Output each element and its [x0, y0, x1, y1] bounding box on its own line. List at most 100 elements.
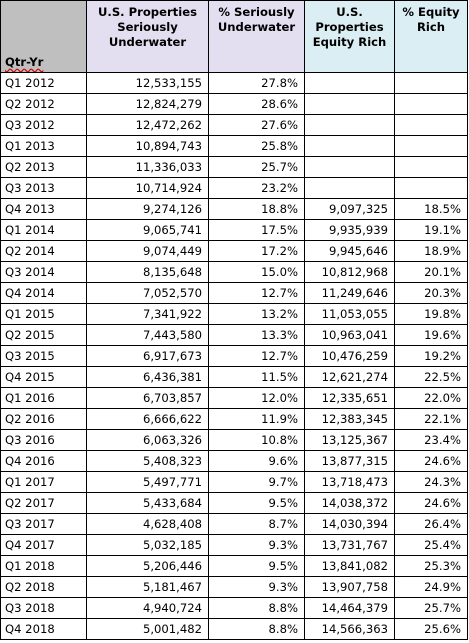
cell-qtr-yr: Q3 2016 — [0, 429, 87, 451]
cell-us-seriously-underwater: 5,032,185 — [86, 534, 209, 556]
header-qtr-yr: Qtr-Yr — [0, 0, 87, 73]
cell-qtr-yr: Q3 2012 — [0, 114, 87, 136]
cell-pct-seriously-underwater: 9.3% — [208, 576, 305, 598]
table-row: Q1 2016 6,703,857 12.0% 12,335,651 22.0% — [0, 387, 468, 409]
cell-pct-equity-rich: 24.6% — [394, 450, 468, 472]
table-row: Q1 2017 5,497,771 9.7% 13,718,473 24.3% — [0, 471, 468, 493]
cell-pct-equity-rich: 24.3% — [394, 471, 468, 493]
cell-us-equity-rich: 11,053,055 — [304, 303, 395, 325]
cell-pct-seriously-underwater: 8.8% — [208, 597, 305, 619]
cell-us-seriously-underwater: 8,135,648 — [86, 261, 209, 283]
cell-us-equity-rich — [304, 156, 395, 178]
header-us-equity-rich: U.S. Properties Equity Rich — [304, 0, 395, 73]
cell-pct-equity-rich — [394, 135, 468, 157]
cell-us-equity-rich: 12,621,274 — [304, 366, 395, 388]
header-qtr-yr-label: Qtr-Yr — [5, 55, 44, 69]
cell-qtr-yr: Q3 2018 — [0, 597, 87, 619]
cell-us-seriously-underwater: 12,533,155 — [86, 72, 209, 94]
cell-pct-seriously-underwater: 11.5% — [208, 366, 305, 388]
cell-pct-equity-rich: 25.3% — [394, 555, 468, 577]
table-row: Q3 2018 4,940,724 8.8% 14,464,379 25.7% — [0, 597, 468, 619]
cell-qtr-yr: Q1 2013 — [0, 135, 87, 157]
cell-qtr-yr: Q2 2017 — [0, 492, 87, 514]
cell-qtr-yr: Q3 2013 — [0, 177, 87, 199]
cell-qtr-yr: Q3 2017 — [0, 513, 87, 535]
cell-pct-seriously-underwater: 18.8% — [208, 198, 305, 220]
cell-pct-equity-rich: 22.5% — [394, 366, 468, 388]
cell-qtr-yr: Q1 2016 — [0, 387, 87, 409]
cell-us-equity-rich: 12,335,651 — [304, 387, 395, 409]
cell-pct-equity-rich: 19.6% — [394, 324, 468, 346]
cell-us-seriously-underwater: 7,443,580 — [86, 324, 209, 346]
cell-qtr-yr: Q1 2015 — [0, 303, 87, 325]
table-row: Q2 2017 5,433,684 9.5% 14,038,372 24.6% — [0, 492, 468, 514]
cell-qtr-yr: Q2 2018 — [0, 576, 87, 598]
cell-qtr-yr: Q1 2012 — [0, 72, 87, 94]
cell-qtr-yr: Q1 2018 — [0, 555, 87, 577]
cell-pct-equity-rich: 18.9% — [394, 240, 468, 262]
cell-pct-seriously-underwater: 9.7% — [208, 471, 305, 493]
cell-pct-equity-rich — [394, 156, 468, 178]
cell-pct-seriously-underwater: 27.8% — [208, 72, 305, 94]
cell-us-equity-rich — [304, 72, 395, 94]
table-row: Q4 2016 5,408,323 9.6% 13,877,315 24.6% — [0, 450, 468, 472]
table-row: Q4 2018 5,001,482 8.8% 14,566,363 25.6% — [0, 618, 468, 640]
cell-pct-seriously-underwater: 13.2% — [208, 303, 305, 325]
cell-us-equity-rich: 13,841,082 — [304, 555, 395, 577]
cell-pct-seriously-underwater: 13.3% — [208, 324, 305, 346]
cell-pct-seriously-underwater: 15.0% — [208, 261, 305, 283]
cell-us-seriously-underwater: 4,628,408 — [86, 513, 209, 535]
cell-pct-equity-rich: 20.3% — [394, 282, 468, 304]
cell-pct-seriously-underwater: 9.3% — [208, 534, 305, 556]
cell-us-seriously-underwater: 12,472,262 — [86, 114, 209, 136]
table-row: Q3 2013 10,714,924 23.2% — [0, 177, 468, 199]
cell-pct-equity-rich: 19.8% — [394, 303, 468, 325]
cell-pct-equity-rich — [394, 114, 468, 136]
cell-pct-equity-rich: 23.4% — [394, 429, 468, 451]
table-row: Q1 2012 12,533,155 27.8% — [0, 72, 468, 94]
cell-us-equity-rich: 11,249,646 — [304, 282, 395, 304]
table-row: Q2 2016 6,666,622 11.9% 12,383,345 22.1% — [0, 408, 468, 430]
cell-pct-equity-rich: 24.6% — [394, 492, 468, 514]
cell-qtr-yr: Q1 2014 — [0, 219, 87, 241]
cell-us-seriously-underwater: 6,436,381 — [86, 366, 209, 388]
cell-us-seriously-underwater: 5,433,684 — [86, 492, 209, 514]
cell-pct-seriously-underwater: 12.7% — [208, 282, 305, 304]
cell-us-seriously-underwater: 5,408,323 — [86, 450, 209, 472]
table-row: Q1 2015 7,341,922 13.2% 11,053,055 19.8% — [0, 303, 468, 325]
table-row: Q1 2014 9,065,741 17.5% 9,935,939 19.1% — [0, 219, 468, 241]
cell-us-seriously-underwater: 4,940,724 — [86, 597, 209, 619]
cell-us-equity-rich: 10,812,968 — [304, 261, 395, 283]
cell-us-equity-rich: 13,718,473 — [304, 471, 395, 493]
cell-pct-equity-rich: 24.9% — [394, 576, 468, 598]
cell-us-seriously-underwater: 6,917,673 — [86, 345, 209, 367]
cell-pct-seriously-underwater: 8.7% — [208, 513, 305, 535]
cell-us-seriously-underwater: 7,052,570 — [86, 282, 209, 304]
cell-us-seriously-underwater: 9,074,449 — [86, 240, 209, 262]
cell-pct-equity-rich: 20.1% — [394, 261, 468, 283]
cell-us-seriously-underwater: 6,703,857 — [86, 387, 209, 409]
cell-qtr-yr: Q4 2017 — [0, 534, 87, 556]
table-row: Q4 2014 7,052,570 12.7% 11,249,646 20.3% — [0, 282, 468, 304]
cell-us-equity-rich: 13,877,315 — [304, 450, 395, 472]
cell-us-equity-rich: 14,464,379 — [304, 597, 395, 619]
cell-pct-seriously-underwater: 17.2% — [208, 240, 305, 262]
cell-us-seriously-underwater: 10,894,743 — [86, 135, 209, 157]
cell-qtr-yr: Q4 2018 — [0, 618, 87, 640]
table-row: Q2 2018 5,181,467 9.3% 13,907,758 24.9% — [0, 576, 468, 598]
cell-pct-seriously-underwater: 9.5% — [208, 555, 305, 577]
cell-pct-seriously-underwater: 10.8% — [208, 429, 305, 451]
cell-us-seriously-underwater: 5,497,771 — [86, 471, 209, 493]
cell-us-seriously-underwater: 10,714,924 — [86, 177, 209, 199]
cell-us-seriously-underwater: 7,341,922 — [86, 303, 209, 325]
table-row: Q3 2015 6,917,673 12.7% 10,476,259 19.2% — [0, 345, 468, 367]
table-row: Q3 2017 4,628,408 8.7% 14,030,394 26.4% — [0, 513, 468, 535]
cell-qtr-yr: Q2 2015 — [0, 324, 87, 346]
header-pct-equity-rich: % Equity Rich — [394, 0, 468, 73]
table-row: Q1 2013 10,894,743 25.8% — [0, 135, 468, 157]
cell-pct-seriously-underwater: 25.8% — [208, 135, 305, 157]
header-row: Qtr-Yr U.S. Properties Seriously Underwa… — [0, 0, 468, 73]
cell-us-equity-rich: 14,566,363 — [304, 618, 395, 640]
table-row: Q3 2016 6,063,326 10.8% 13,125,367 23.4% — [0, 429, 468, 451]
